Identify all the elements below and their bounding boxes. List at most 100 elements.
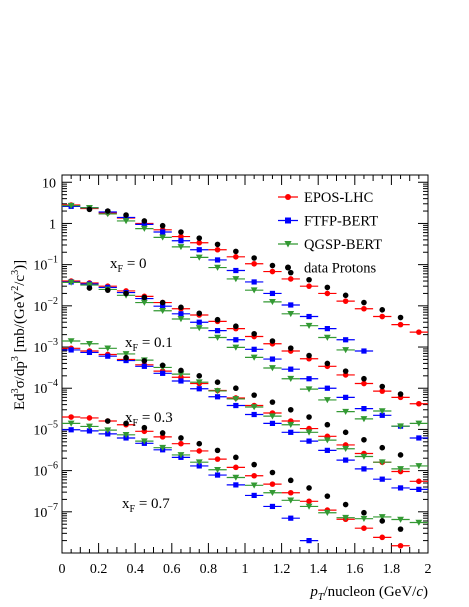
- legend-marker: [285, 217, 291, 224]
- data-point: [397, 423, 404, 430]
- data-point: [379, 444, 386, 451]
- data-point: [324, 385, 330, 391]
- data-point: [361, 466, 367, 472]
- data-point: [86, 423, 93, 430]
- data-point: [361, 348, 367, 354]
- data-point: [342, 514, 350, 521]
- data-point: [361, 525, 367, 531]
- data-point: [415, 420, 423, 427]
- data-point: [361, 375, 367, 382]
- legend-label: data Protons: [304, 261, 376, 277]
- data-point: [416, 486, 422, 492]
- data-point: [214, 316, 221, 323]
- x-tick-label: 1.8: [383, 562, 401, 577]
- data-point: [269, 413, 276, 420]
- data-point: [86, 349, 93, 356]
- x-tick-label: 2: [425, 562, 432, 577]
- data-point: [250, 482, 258, 489]
- data-point: [214, 379, 221, 386]
- data-point: [288, 366, 294, 372]
- data-point: [415, 463, 423, 470]
- data-point: [269, 290, 276, 297]
- data-point: [269, 338, 276, 344]
- data-point: [86, 285, 93, 291]
- x-tick-label: 1.4: [309, 562, 327, 577]
- data-point: [361, 509, 367, 516]
- data-point: [306, 276, 312, 283]
- data-point: [232, 396, 240, 403]
- data-point: [360, 416, 368, 423]
- x-axis-title-close: ): [423, 584, 428, 600]
- data-point: [361, 436, 367, 443]
- data-point: [177, 244, 185, 251]
- data-point: [141, 218, 148, 224]
- data-point: [233, 323, 239, 330]
- data-point: [397, 466, 404, 473]
- data-point: [214, 257, 221, 263]
- data-point: [324, 360, 331, 367]
- legend: EPOS-LHC FTFP-BERT QGSP-BERT data Protons: [278, 190, 382, 277]
- data-point: [177, 316, 185, 323]
- data-point: [232, 474, 240, 481]
- data-point: [105, 431, 111, 437]
- legend-marker: [285, 264, 291, 271]
- data-point: [379, 476, 385, 482]
- data-point: [123, 420, 129, 427]
- y-tick-label: 10−7: [33, 502, 58, 521]
- data-point: [305, 322, 313, 329]
- data-point: [178, 304, 184, 311]
- legend-entry: FTFP-BERT: [278, 214, 378, 230]
- data-point: [233, 248, 239, 255]
- data-point: [305, 386, 313, 393]
- x-tick-label: 1.2: [273, 562, 291, 577]
- data-point: [287, 276, 294, 282]
- data-point: [214, 456, 221, 462]
- data-point: [343, 394, 349, 400]
- x-tick-label: 0.8: [200, 562, 218, 577]
- data-point: [324, 447, 330, 453]
- data-point: [306, 376, 312, 382]
- data-point: [342, 368, 349, 374]
- data-point: [195, 254, 203, 261]
- data-point: [324, 284, 331, 291]
- data-point: [196, 319, 202, 325]
- data-point: [342, 292, 349, 299]
- y-tick-label: 10−1: [33, 255, 58, 274]
- data-point: [214, 447, 221, 454]
- data-point: [141, 358, 148, 364]
- data-point: [379, 307, 386, 313]
- data-point: [214, 264, 221, 271]
- plot-frame: [61, 174, 429, 554]
- data-point: [269, 268, 276, 275]
- legend-marker: [284, 241, 292, 248]
- data-point: [397, 485, 404, 491]
- data-point: [287, 421, 295, 429]
- data-point: [214, 394, 221, 400]
- data-point: [324, 493, 331, 499]
- x-tick-label: 1.6: [346, 562, 364, 577]
- data-point: [159, 434, 166, 440]
- data-point: [269, 262, 276, 269]
- x-tick-label: 0.2: [90, 562, 108, 577]
- data-point: [178, 238, 184, 244]
- data-point: [177, 371, 185, 378]
- annotations: xF = 0 xF = 0.1 xF = 0.3 xF = 0.7: [110, 256, 173, 515]
- data-point: [269, 420, 276, 426]
- data-point: [378, 459, 386, 466]
- data-point: [196, 448, 203, 454]
- data-point: [306, 498, 312, 505]
- data-point: [361, 305, 367, 312]
- data-point: [415, 519, 423, 526]
- data-point: [250, 287, 258, 294]
- data-point: [305, 429, 313, 436]
- data-point: [416, 435, 422, 441]
- y-tick-label: 10: [42, 176, 56, 191]
- data-point: [287, 375, 295, 383]
- data-point: [178, 435, 184, 441]
- data-point: [250, 404, 258, 411]
- y-tick-label: 10−6: [33, 461, 58, 480]
- data-point: [251, 330, 257, 337]
- data-point: [233, 254, 239, 260]
- data-point: [160, 303, 166, 309]
- data-point: [416, 478, 422, 485]
